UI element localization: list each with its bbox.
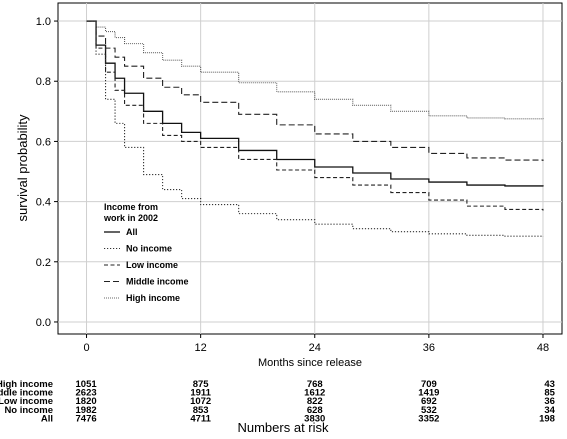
legend-label-high-income: High income [126,293,180,303]
risk-row-label: Middle income [0,388,53,399]
risk-table: High income 1051 875 768 709 43 Middle income 2… [0,379,556,424]
legend-label-no-income: No income [126,244,172,254]
risk-count: 3830 [304,413,325,424]
y-tick-label: 0.4 [36,197,51,209]
y-tick-label: 1.0 [36,16,51,28]
risk-count: 34 [544,405,555,416]
risk-count: 1419 [418,388,439,399]
series-line-middle-income [86,20,544,161]
legend-label-middle-income: Middle income [126,277,189,287]
risk-count: 85 [544,388,555,399]
risk-count: 692 [421,396,437,407]
risk-count: 709 [421,379,437,390]
x-axis-ticks: 0 12 24 36 48 [83,334,549,354]
risk-count: 4711 [190,413,211,424]
x-tick-label: 24 [309,342,321,354]
x-tick-label: 0 [83,342,89,354]
risk-count: 43 [544,379,555,390]
series-line-low-income [86,20,544,211]
risk-row-label: No income [4,405,53,416]
y-axis-ticks: 0.0 0.2 0.4 0.6 0.8 1.0 [36,16,58,329]
x-tick-label: 48 [537,342,549,354]
x-tick-label: 12 [195,342,207,354]
risk-count: 1612 [304,388,325,399]
risk-count: 628 [307,405,323,416]
risk-count: 1820 [76,396,97,407]
risk-count: 36 [544,396,555,407]
gridlines [58,3,562,334]
risk-row-label: All [41,413,53,424]
risk-table-title: Numbers at risk [237,420,329,435]
risk-count: 2623 [76,388,97,399]
risk-count: 768 [307,379,323,390]
risk-count: 198 [539,413,555,424]
risk-count: 3352 [418,413,439,424]
legend-label-all: All [126,227,138,237]
risk-count: 1911 [190,388,211,399]
risk-count: 532 [421,405,437,416]
y-tick-label: 0.2 [36,257,51,269]
series-line-no-income [86,20,544,237]
risk-count: 875 [193,379,210,390]
x-axis-title: Months since release [258,357,362,369]
legend-title: work in 2002 [103,213,158,223]
risk-count: 1051 [76,379,98,390]
y-tick-label: 0.6 [36,136,51,148]
legend-label-low-income: Low income [126,260,178,270]
y-tick-label: 0.8 [36,76,51,88]
risk-row-label: High income [0,379,53,390]
y-axis-title: survival probability [15,114,30,221]
risk-count: 1982 [76,405,97,416]
risk-count: 1072 [190,396,211,407]
risk-count: 7476 [76,413,97,424]
x-tick-label: 36 [423,342,435,354]
risk-count: 822 [307,396,323,407]
survival-curves [86,20,544,237]
y-tick-label: 0.0 [36,317,51,329]
plot-background [57,2,563,335]
legend-title: Income from [104,202,158,212]
risk-count: 853 [193,405,209,416]
risk-row-label: Low income [0,396,53,407]
